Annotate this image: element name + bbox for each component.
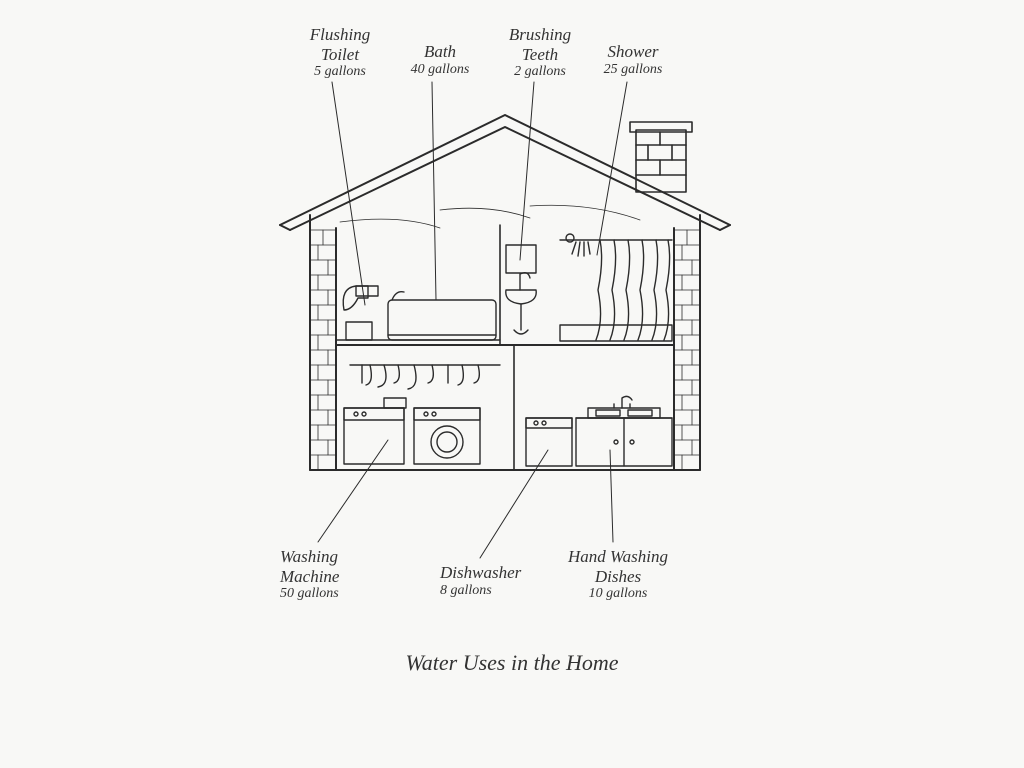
leader-teeth <box>520 82 534 260</box>
room-shower <box>506 234 672 341</box>
brick-right <box>674 230 700 470</box>
attic-texture <box>340 205 640 228</box>
room-bath <box>336 286 500 340</box>
leader-lines <box>318 82 627 558</box>
walls <box>310 215 700 470</box>
page: Flushing Toilet 5 gallons Bath 40 gallon… <box>0 0 1024 768</box>
leader-shower <box>597 82 627 255</box>
brick-left <box>310 230 336 470</box>
sink-icon <box>506 290 536 304</box>
leader-bath <box>432 82 436 300</box>
house-diagram <box>0 0 1024 768</box>
leader-handwash <box>610 450 613 542</box>
room-kitchen <box>526 396 672 466</box>
hanging-clothes-icon <box>362 365 479 389</box>
room-laundry <box>344 365 500 464</box>
